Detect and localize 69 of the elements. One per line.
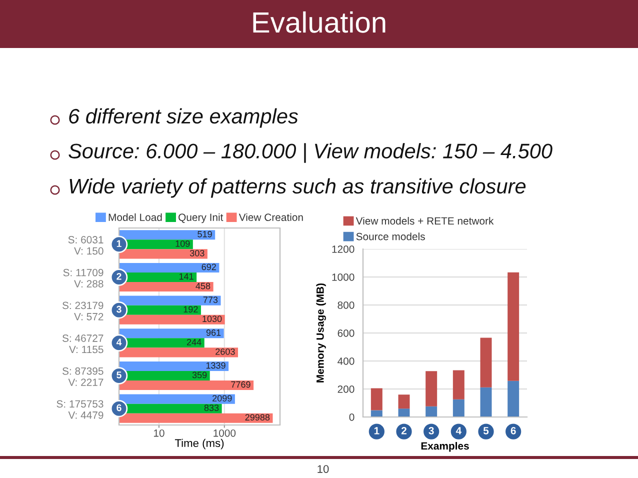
y-tick-label: S: 46727 V: 1155: [62, 334, 104, 354]
x-axis-title: Examples: [421, 442, 469, 452]
legend-label: Source models: [356, 232, 425, 240]
y-tick-label: 800: [338, 302, 354, 309]
bar: [480, 338, 492, 388]
bar: [370, 388, 382, 410]
bar: [508, 272, 520, 381]
data-label: 519: [198, 230, 212, 238]
data-label: 29988: [245, 414, 270, 421]
x-tick-label: 1000: [214, 429, 236, 437]
bar: [426, 371, 438, 406]
data-label: 244: [186, 338, 202, 346]
data-label: 303: [190, 250, 204, 256]
annotation: 1: [116, 240, 122, 247]
bar: [398, 408, 410, 417]
annotation: 2: [116, 272, 122, 280]
y-tick-label: 600: [338, 330, 354, 337]
data-label: 2603: [216, 348, 235, 355]
bar: [452, 399, 464, 417]
x-tick-label: 6: [510, 426, 516, 434]
x-tick-label: 3: [428, 426, 434, 434]
source-note: Source: 6.000 – 180.000 | View models: 150 – 4.500: [68, 143, 552, 163]
bar: [452, 370, 464, 400]
y-tick-label: 1000: [332, 274, 354, 281]
bar: [398, 394, 410, 409]
annotation: 3: [116, 306, 122, 313]
x-tick-label: 2: [401, 426, 406, 434]
y-tick-label: 1200: [332, 246, 354, 253]
data-label: 1339: [206, 362, 226, 369]
data-label: 458: [196, 282, 210, 290]
annotation: 4: [116, 338, 122, 346]
x-tick-label: 4: [456, 427, 462, 434]
text: 10: [318, 465, 329, 473]
y-tick-label: S: 11709 V: 288: [63, 268, 104, 288]
y-tick-label: S: 87395 V: 2217: [62, 367, 104, 386]
data-label: 2099: [212, 395, 232, 402]
data-label: 833: [204, 404, 219, 412]
data-label: 192: [184, 306, 198, 313]
data-label: 359: [192, 372, 207, 378]
y-tick-label: S: 6031 V: 150: [68, 236, 104, 255]
y-tick-label: S: 175753 V: 4479: [56, 400, 104, 419]
data-label: 692: [202, 264, 216, 270]
data-label: 141: [179, 273, 194, 280]
legend-label: View Creation: [238, 213, 303, 222]
bar: [426, 406, 438, 417]
x-tick-label: 5: [483, 427, 489, 434]
data-label: 1030: [202, 316, 222, 322]
x-tick-label: 10: [154, 429, 164, 437]
y-axis-title: Memory Usage (MB): [316, 283, 326, 382]
data-label: 961: [206, 329, 221, 336]
text: 6 different size examples: [69, 108, 298, 128]
x-tick-label: 1: [374, 427, 380, 434]
y-tick-label: 400: [338, 358, 354, 365]
data-label: 109: [176, 240, 190, 247]
legend-label: Model Load: [108, 213, 162, 222]
data-label: 773: [203, 296, 218, 303]
text: Wide variety of patterns such as transitive closure: [70, 178, 526, 198]
y-tick-label: S: 23179 V: 572: [62, 302, 104, 320]
annotation: 5: [116, 372, 122, 378]
legend-label: View models + RETE network: [356, 216, 494, 225]
y-tick-label: 0: [349, 414, 354, 421]
bar: [480, 387, 492, 417]
x-axis-title: Time (ms): [174, 438, 224, 450]
legend-label: Query Init: [178, 213, 224, 224]
chart-title: Evaluation: [253, 11, 386, 33]
y-tick-label: 200: [338, 386, 354, 393]
bar: [508, 380, 520, 417]
data-label: 7769: [231, 381, 250, 388]
annotation: 6: [116, 404, 122, 412]
